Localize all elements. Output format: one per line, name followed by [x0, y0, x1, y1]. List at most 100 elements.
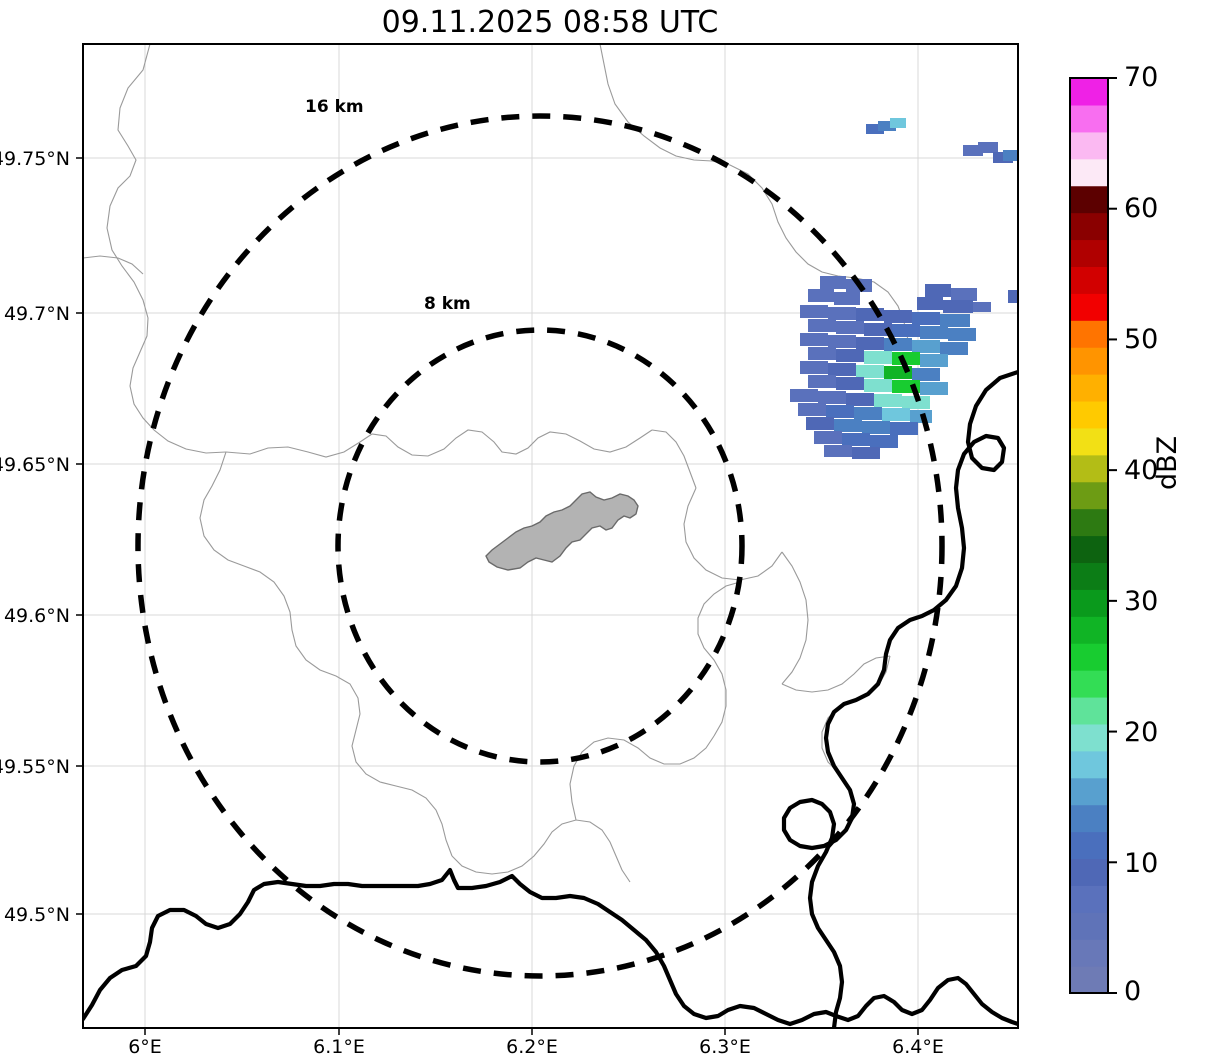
radar-cell	[828, 363, 856, 376]
colorbar-tick-label: 70	[1124, 62, 1159, 93]
colorbar-band	[1070, 104, 1108, 133]
radar-cell	[808, 347, 836, 360]
radar-cell	[846, 393, 874, 406]
colorbar-band	[1070, 212, 1108, 241]
radar-cell	[806, 417, 834, 430]
radar-cell	[856, 337, 884, 350]
radar-cell	[826, 405, 854, 418]
radar-cell	[920, 382, 948, 395]
radar-cell	[820, 276, 846, 289]
colorbar-axis-title: dBZ	[1152, 435, 1183, 490]
colorbar-band	[1070, 266, 1108, 294]
range-ring-label-8km: 8 km	[424, 294, 471, 314]
colorbar-band	[1070, 374, 1108, 402]
colorbar-band	[1070, 508, 1108, 537]
radar-cell	[892, 324, 920, 337]
colorbar-tick-label: 50	[1124, 324, 1159, 355]
colorbar-band	[1070, 912, 1108, 940]
radar-cell	[943, 300, 973, 313]
radar-cell	[800, 361, 828, 374]
radar-reflectivity-layer	[790, 118, 1018, 459]
radar-cell	[818, 391, 846, 404]
colorbar-band	[1070, 320, 1108, 348]
colorbar-band	[1070, 750, 1108, 779]
plot-frame	[81, 42, 1020, 1030]
colorbar-tick-label: 60	[1124, 193, 1159, 224]
radar-cell	[842, 433, 870, 446]
colorbar-band	[1070, 643, 1108, 671]
radar-cell	[800, 333, 828, 346]
colorbar-band	[1070, 239, 1108, 267]
radar-cell	[912, 368, 940, 381]
radar-cell	[917, 297, 943, 310]
colorbar-band	[1070, 78, 1108, 106]
radar-cell	[800, 305, 828, 318]
y-tick-label: 49.5°N	[3, 904, 70, 926]
radar-cell	[948, 328, 976, 341]
radar-cell	[862, 421, 890, 434]
radar-cell	[951, 288, 977, 301]
colorbar-band	[1070, 400, 1108, 429]
colorbar-band	[1070, 158, 1108, 187]
colorbar-tick-label: 30	[1124, 586, 1159, 617]
radar-cell	[808, 289, 834, 302]
colorbar-band	[1070, 616, 1108, 644]
colorbar-band	[1070, 293, 1108, 321]
colorbar-band	[1070, 562, 1108, 590]
colorbar-band	[1070, 885, 1108, 913]
radar-cell	[963, 145, 983, 156]
radar-cell	[874, 394, 902, 407]
national-borders	[83, 369, 1018, 1028]
colorbar-band	[1070, 723, 1108, 752]
y-tick-label: 49.75°N	[0, 148, 70, 170]
colorbar-band	[1070, 670, 1108, 698]
range-ring-8km	[335, 327, 745, 765]
range-ring-label-16km: 16 km	[305, 97, 364, 117]
colorbar-band	[1070, 777, 1108, 806]
colorbar-band	[1070, 347, 1108, 375]
axis-ticks	[76, 157, 919, 1035]
radar-cell	[824, 445, 852, 457]
radar-cell	[814, 431, 842, 444]
colorbar-band	[1070, 858, 1108, 886]
colorbar-tick-label: 0	[1124, 976, 1142, 1007]
radar-cell	[978, 142, 998, 153]
colorbar-tick-label: 40	[1124, 455, 1159, 486]
radar-cell	[884, 310, 912, 323]
x-tick-label: 6.1°E	[313, 1036, 365, 1058]
radar-cell	[828, 335, 856, 348]
colorbar-frame	[1069, 77, 1109, 994]
radar-cell	[912, 340, 940, 353]
radar-cell	[890, 422, 918, 435]
y-tick-label: 49.55°N	[0, 756, 70, 778]
x-tick-label: 6.2°E	[506, 1036, 558, 1058]
colorbar-band	[1070, 831, 1108, 860]
radar-cell	[864, 351, 892, 364]
radar-cell	[864, 379, 892, 392]
radar-cell	[892, 352, 920, 365]
radar-cell	[884, 338, 912, 351]
colorbar-swatches	[1070, 78, 1108, 994]
range-rings	[135, 113, 945, 979]
radar-cell	[808, 319, 836, 332]
colorbar-band	[1070, 696, 1108, 725]
radar-cell	[890, 118, 906, 128]
radar-cell	[870, 435, 898, 448]
colorbar-band	[1070, 939, 1108, 967]
colorbar-tick-label: 10	[1124, 848, 1159, 879]
radar-cell	[856, 365, 884, 378]
radar-cell	[1008, 290, 1018, 303]
colorbar-band	[1070, 966, 1108, 994]
radar-cell	[1003, 150, 1018, 161]
radar-cell	[808, 375, 836, 388]
city-area-polygon	[485, 491, 639, 571]
colorbar-band	[1070, 535, 1108, 564]
radar-cell	[866, 124, 884, 134]
radar-cell	[920, 354, 948, 367]
radar-cell	[940, 314, 970, 327]
colorbar-ticks	[1108, 77, 1117, 994]
radar-cell	[920, 326, 948, 339]
y-tick-label: 49.65°N	[0, 454, 70, 476]
page-title: 09.11.2025 08:58 UTC	[381, 5, 719, 40]
